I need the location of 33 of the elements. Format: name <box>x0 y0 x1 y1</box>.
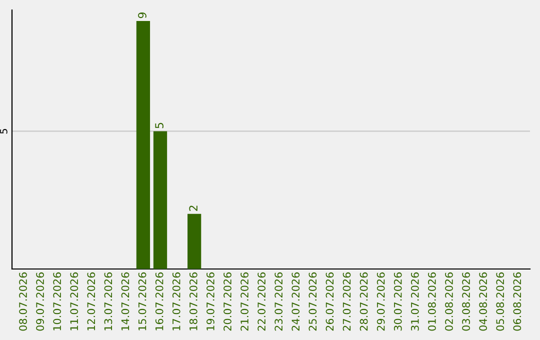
x-tick-label: 27.07.2026 <box>342 272 351 331</box>
x-tick-label: 22.07.2026 <box>258 272 266 331</box>
x-tick-label: 16.07.2026 <box>155 272 164 330</box>
x-tick-label: 31.07.2026 <box>410 272 419 331</box>
x-tick-label: 10.07.2026 <box>53 272 62 330</box>
x-tick-label: 04.08.2026 <box>479 272 488 331</box>
x-tick-label: 18.07.2026 <box>189 272 198 330</box>
x-tick-label: 15.07.2026 <box>138 272 146 330</box>
x-tick-label: 01.08.2026 <box>428 272 436 331</box>
data-label: 2 <box>189 206 198 211</box>
x-tick-label: 21.07.2026 <box>240 272 248 331</box>
x-tick-label: 06.08.2026 <box>513 272 522 331</box>
data-label: 5 <box>155 122 164 128</box>
x-tick-label: 08.07.2026 <box>19 272 27 331</box>
x-tick-label: 05.08.2026 <box>496 272 504 331</box>
x-tick-label: 26.07.2026 <box>326 272 334 331</box>
x-tick-label: 29.07.2026 <box>376 272 385 331</box>
x-tick-label: 30.07.2026 <box>394 272 402 331</box>
x-tick-label: 09.07.2026 <box>36 272 44 331</box>
data-label: 9 <box>138 12 146 18</box>
x-tick-label: 03.08.2026 <box>462 272 470 331</box>
x-tick-label: 24.07.2026 <box>292 272 300 331</box>
x-tick-label: 20.07.2026 <box>224 272 232 331</box>
x-tick-label: 25.07.2026 <box>308 272 317 331</box>
x-tick-label: 11.07.2026 <box>70 272 78 330</box>
x-tick-label: 02.08.2026 <box>445 272 453 331</box>
x-tick-label: 17.07.2026 <box>172 272 180 330</box>
x-tick-label: 12.07.2026 <box>87 272 96 330</box>
x-tick-label: 13.07.2026 <box>104 272 112 330</box>
x-tick-label: 28.07.2026 <box>360 272 368 331</box>
x-tick-label: 23.07.2026 <box>274 272 283 331</box>
x-tick-label: 19.07.2026 <box>206 272 214 330</box>
x-tick-label: 14.07.2026 <box>121 272 130 330</box>
